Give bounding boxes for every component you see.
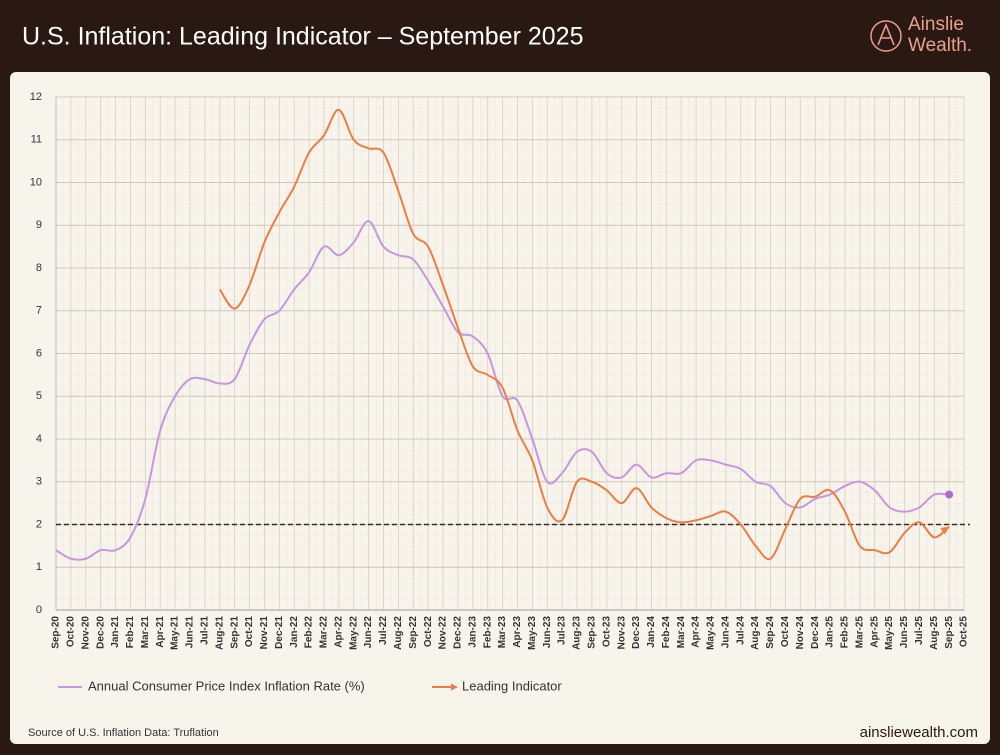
x-tick-label: Apr-22 bbox=[333, 616, 344, 648]
x-tick-label: Sep-22 bbox=[408, 616, 419, 649]
x-tick-label: Feb-22 bbox=[304, 616, 315, 649]
x-tick-label: Nov-24 bbox=[795, 616, 806, 650]
y-tick-label: 8 bbox=[36, 262, 42, 274]
x-tick-label: Oct-20 bbox=[66, 616, 77, 648]
y-tick-label: 10 bbox=[30, 176, 42, 188]
x-tick-label: Aug-24 bbox=[750, 616, 761, 650]
legend-arrow bbox=[451, 683, 458, 691]
x-tick-label: Oct-25 bbox=[959, 616, 970, 648]
x-tick-label: Mar-25 bbox=[854, 616, 865, 649]
brand-name: Ainslie bbox=[908, 14, 964, 35]
y-tick-label: 5 bbox=[36, 390, 42, 402]
x-tick-label: Sep-23 bbox=[587, 616, 598, 649]
brand-sub: Wealth. bbox=[908, 35, 972, 56]
x-tick-label: Aug-25 bbox=[929, 616, 940, 650]
x-tick-label: Jul-25 bbox=[914, 616, 925, 645]
x-tick-label: Oct-24 bbox=[780, 616, 791, 648]
x-tick-label: Jul-24 bbox=[735, 616, 746, 645]
legend-label: Annual Consumer Price Index Inflation Ra… bbox=[88, 678, 365, 693]
x-tick-label: May-25 bbox=[884, 616, 895, 650]
x-tick-label: Jun-25 bbox=[899, 616, 910, 649]
x-tick-label: Mar-23 bbox=[497, 616, 508, 649]
end-dot bbox=[945, 490, 954, 499]
x-tick-label: Oct-23 bbox=[601, 616, 612, 648]
x-tick-label: Jan-24 bbox=[646, 616, 657, 648]
y-tick-label: 2 bbox=[36, 518, 42, 530]
x-tick-label: Sep-24 bbox=[765, 616, 776, 649]
x-tick-label: May-22 bbox=[348, 616, 359, 650]
x-tick-label: Nov-21 bbox=[259, 616, 270, 650]
x-tick-label: Aug-21 bbox=[214, 616, 225, 650]
x-tick-label: Aug-23 bbox=[572, 616, 583, 650]
logo-letter bbox=[877, 22, 895, 46]
x-tick-label: Jun-21 bbox=[185, 616, 196, 649]
chart-title: U.S. Inflation: Leading Indicator – Sept… bbox=[22, 23, 583, 51]
x-tick-label: May-23 bbox=[527, 616, 538, 650]
x-tick-label: Aug-22 bbox=[393, 616, 404, 650]
x-tick-label: Jul-23 bbox=[557, 616, 568, 645]
x-tick-label: Sep-21 bbox=[229, 616, 240, 649]
x-tick-label: May-21 bbox=[170, 616, 181, 650]
end-arrow bbox=[940, 526, 950, 535]
x-tick-label: Jul-21 bbox=[199, 616, 210, 645]
x-tick-label: Dec-24 bbox=[810, 616, 821, 649]
y-tick-label: 12 bbox=[30, 91, 42, 103]
x-tick-label: Apr-24 bbox=[691, 616, 702, 648]
source-note: Source of U.S. Inflation Data: Truflatio… bbox=[28, 727, 219, 739]
website: ainsliewealth.com bbox=[860, 724, 978, 741]
x-tick-label: Dec-23 bbox=[631, 616, 642, 649]
x-tick-label: Feb-23 bbox=[482, 616, 493, 649]
x-tick-label: May-24 bbox=[706, 616, 717, 650]
series-line bbox=[55, 219, 950, 561]
x-tick-label: Dec-21 bbox=[274, 616, 285, 649]
x-tick-label: Apr-21 bbox=[155, 616, 166, 648]
x-tick-label: Nov-22 bbox=[438, 616, 449, 650]
legend-label: Leading Indicator bbox=[462, 678, 562, 693]
x-tick-label: Nov-23 bbox=[616, 616, 627, 650]
x-tick-label: Dec-22 bbox=[453, 616, 464, 649]
y-tick-label: 4 bbox=[36, 433, 42, 445]
series-line bbox=[218, 108, 950, 561]
logo-icon bbox=[870, 20, 902, 52]
x-tick-label: Jan-23 bbox=[467, 616, 478, 648]
x-tick-label: Feb-21 bbox=[125, 616, 136, 649]
x-tick-label: Nov-20 bbox=[80, 616, 91, 650]
x-tick-label: Oct-21 bbox=[244, 616, 255, 648]
y-tick-label: 9 bbox=[36, 219, 42, 231]
x-tick-label: Dec-20 bbox=[95, 616, 106, 649]
x-tick-label: Feb-25 bbox=[840, 616, 851, 649]
x-tick-label: Oct-22 bbox=[423, 616, 434, 648]
x-tick-label: Jun-24 bbox=[720, 616, 731, 649]
x-tick-label: Mar-21 bbox=[140, 616, 151, 649]
x-tick-label: Jan-21 bbox=[110, 616, 121, 648]
x-tick-label: Jun-22 bbox=[363, 616, 374, 649]
y-tick-label: 6 bbox=[36, 347, 42, 359]
x-tick-label: Sep-20 bbox=[51, 616, 62, 649]
y-tick-label: 7 bbox=[36, 305, 42, 317]
x-tick-label: Apr-23 bbox=[512, 616, 523, 648]
y-tick-label: 3 bbox=[36, 476, 42, 488]
x-tick-label: Jul-22 bbox=[378, 616, 389, 645]
x-tick-label: Jan-25 bbox=[825, 616, 836, 648]
y-tick-label: 0 bbox=[36, 604, 42, 616]
y-tick-label: 11 bbox=[31, 134, 42, 146]
x-tick-label: Jun-23 bbox=[542, 616, 553, 649]
x-tick-label: Mar-24 bbox=[676, 616, 687, 649]
y-tick-label: 1 bbox=[36, 561, 42, 573]
x-tick-label: Sep-25 bbox=[944, 616, 955, 649]
x-tick-label: Jan-22 bbox=[289, 616, 300, 648]
x-tick-label: Mar-22 bbox=[319, 616, 330, 649]
x-tick-label: Feb-24 bbox=[661, 616, 672, 649]
x-tick-label: Apr-25 bbox=[869, 616, 880, 648]
